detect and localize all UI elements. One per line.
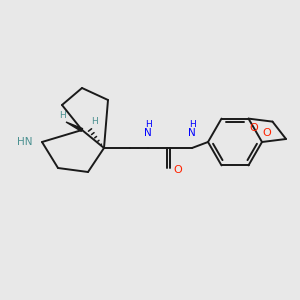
Text: O: O [174, 165, 182, 175]
Text: HN: HN [16, 137, 32, 147]
Text: H: H [91, 118, 98, 127]
Text: H: H [58, 112, 65, 121]
Text: O: O [249, 123, 258, 133]
Text: N: N [144, 128, 152, 138]
Text: N: N [188, 128, 196, 138]
Text: H: H [189, 120, 195, 129]
Text: H: H [145, 120, 152, 129]
Polygon shape [66, 122, 83, 131]
Text: O: O [262, 128, 272, 138]
